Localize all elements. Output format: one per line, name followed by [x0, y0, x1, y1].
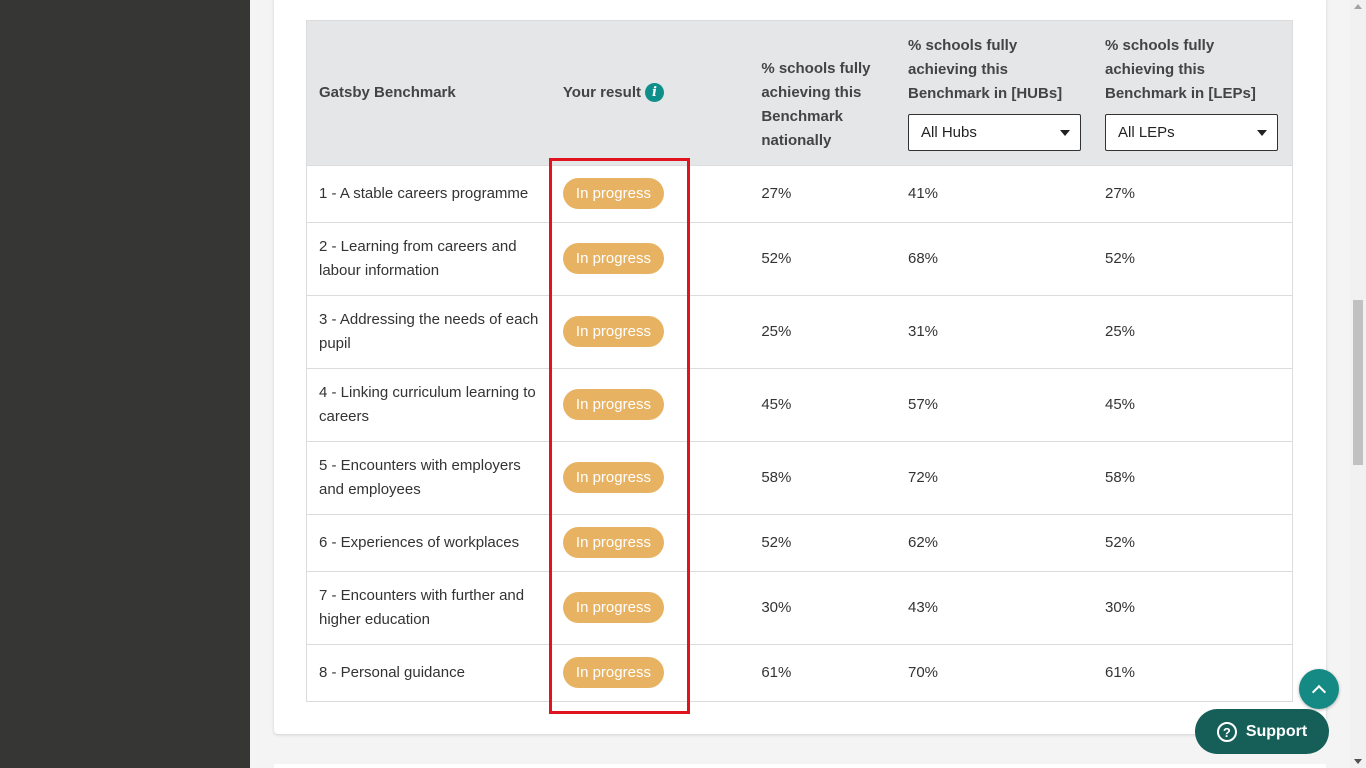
benchmark-name: 1 - A stable careers programme [307, 164, 551, 222]
table-row: 6 - Experiences of workplaces In progres… [307, 513, 1292, 571]
support-button[interactable]: ? Support [1195, 709, 1329, 754]
hubs-value: 72% [895, 440, 1093, 514]
table-header-row: Gatsby Benchmark Your result i % schools … [307, 21, 1292, 165]
benchmark-name: 8 - Personal guidance [307, 643, 551, 701]
hubs-select[interactable]: All Hubs [907, 114, 1081, 152]
hubs-value: 70% [895, 643, 1093, 701]
leps-value: 45% [1092, 367, 1292, 441]
leps-value: 61% [1092, 643, 1292, 701]
leps-select-value: All LEPs [1117, 123, 1175, 141]
hubs-value: 31% [895, 294, 1093, 368]
result-badge: In progress [562, 389, 664, 420]
support-label: Support [1245, 722, 1308, 740]
caret-down-icon [1256, 129, 1267, 136]
national-value: 27% [749, 164, 896, 222]
result-badge: In progress [562, 657, 664, 689]
question-icon: ? [1216, 721, 1237, 742]
national-value: 30% [749, 570, 896, 644]
national-value: 58% [749, 440, 896, 514]
table-row: 2 - Learning from careers and labour inf… [307, 221, 1292, 295]
chevron-up-icon [1311, 684, 1327, 699]
leps-value: 52% [1092, 221, 1292, 295]
info-icon[interactable]: i [644, 83, 664, 103]
table-row: 8 - Personal guidance In progress 61% 70… [307, 643, 1292, 701]
header-hubs: % schools fully achieving this Benchmark… [896, 21, 1093, 165]
table-row: 3 - Addressing the needs of each pupil I… [307, 294, 1292, 368]
header-leps-label: % schools fully achieving this Benchmark… [1104, 37, 1256, 103]
result-badge: In progress [562, 178, 664, 209]
national-value: 52% [749, 221, 896, 295]
leps-value: 30% [1092, 570, 1292, 644]
benchmark-table-wrapper: Gatsby Benchmark Your result i % schools … [306, 20, 1293, 702]
hubs-value: 41% [895, 164, 1093, 222]
result-badge: In progress [562, 592, 664, 623]
benchmark-name: 2 - Learning from careers and labour inf… [307, 221, 551, 295]
hubs-value: 62% [895, 513, 1093, 571]
result-badge: In progress [562, 243, 664, 274]
leps-value: 58% [1092, 440, 1292, 514]
benchmark-name: 5 - Encounters with employers and employ… [307, 440, 551, 514]
caret-down-icon [1059, 129, 1070, 136]
table-row: 7 - Encounters with further and higher e… [307, 570, 1292, 644]
national-value: 52% [749, 513, 896, 571]
header-hubs-label: % schools fully achieving this Benchmark… [907, 37, 1063, 103]
hubs-select-value: All Hubs [920, 123, 977, 141]
result-badge: In progress [562, 462, 664, 493]
benchmark-name: 4 - Linking curriculum learning to caree… [307, 367, 551, 441]
page-scrollbar[interactable] [1350, 0, 1366, 768]
header-national: % schools fully achieving this Benchmark… [761, 59, 871, 149]
scroll-down-icon[interactable] [1354, 759, 1362, 764]
back-to-top-button[interactable] [1299, 669, 1339, 709]
result-badge: In progress [562, 527, 664, 558]
next-card [274, 764, 1326, 768]
national-value: 61% [749, 643, 896, 701]
header-result: Your result i [551, 21, 749, 165]
table-row: 5 - Encounters with employers and employ… [307, 440, 1292, 514]
hubs-value: 68% [895, 221, 1093, 295]
table-row: 4 - Linking curriculum learning to caree… [307, 367, 1292, 441]
table-row: 1 - A stable careers programme In progre… [307, 164, 1292, 222]
leps-value: 25% [1092, 294, 1292, 368]
leps-value: 52% [1092, 513, 1292, 571]
result-badge: In progress [562, 316, 664, 347]
scrollbar-thumb[interactable] [1353, 300, 1363, 465]
benchmark-name: 6 - Experiences of workplaces [307, 513, 551, 571]
hubs-value: 43% [895, 570, 1093, 644]
benchmark-name: 3 - Addressing the needs of each pupil [307, 294, 551, 368]
national-value: 45% [749, 367, 896, 441]
hubs-value: 57% [895, 367, 1093, 441]
header-benchmark: Gatsby Benchmark [319, 83, 456, 101]
national-value: 25% [749, 294, 896, 368]
scroll-up-icon[interactable] [1354, 4, 1362, 9]
benchmark-table: Gatsby Benchmark Your result i % schools … [307, 21, 1292, 701]
header-result-label: Your result [562, 83, 641, 101]
left-sidebar-panel [0, 0, 250, 768]
header-leps: % schools fully achieving this Benchmark… [1093, 21, 1292, 165]
leps-select[interactable]: All LEPs [1104, 114, 1278, 152]
benchmark-name: 7 - Encounters with further and higher e… [307, 570, 551, 644]
leps-value: 27% [1092, 164, 1292, 222]
